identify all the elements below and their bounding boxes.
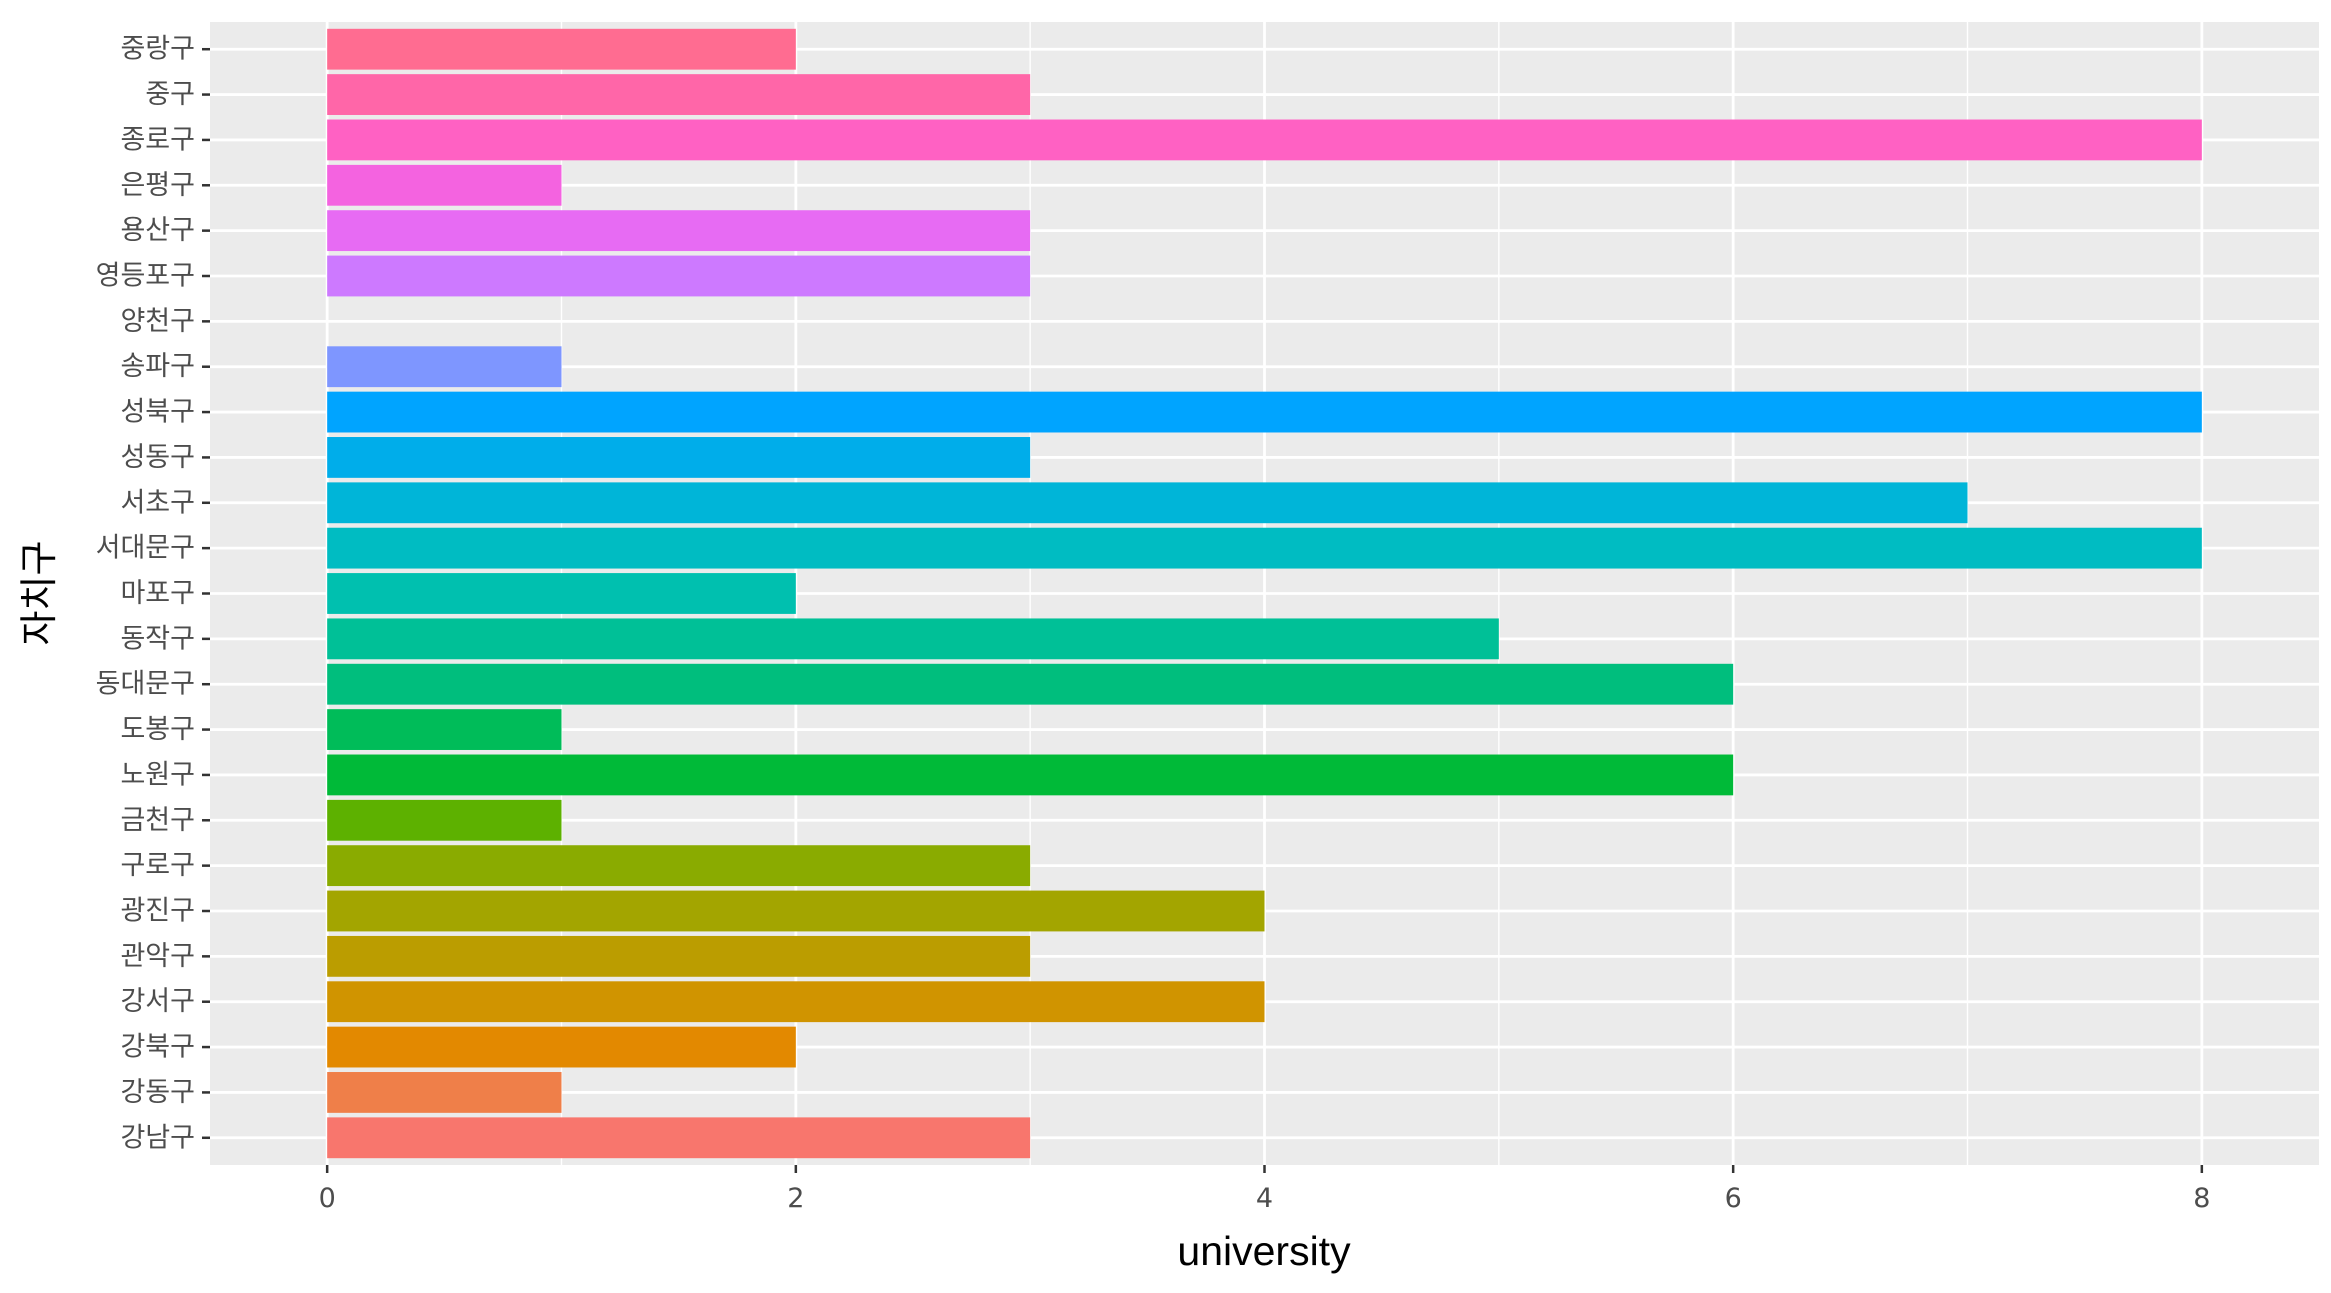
bar-성북구 [327, 391, 2202, 433]
y-tick-label: 강남구 [120, 1122, 195, 1153]
y-tick-label: 종로구 [120, 124, 195, 155]
y-tick-label: 양천구 [120, 306, 195, 337]
bar-강서구 [327, 981, 1265, 1023]
x-axis-ticks: 0 2 4 6 8 [319, 1165, 2210, 1214]
bar-동작구 [327, 618, 1499, 660]
bar-노원구 [327, 754, 1734, 796]
y-tick-label: 영등포구 [96, 261, 195, 292]
bars [327, 28, 2202, 1159]
y-tick-label: 용산구 [120, 215, 195, 246]
y-tick-label: 동대문구 [96, 669, 195, 700]
y-tick-label: 강북구 [120, 1032, 195, 1063]
bar-강동구 [327, 1072, 562, 1113]
bar-관악구 [327, 935, 1031, 977]
y-tick-label: 금천구 [120, 805, 195, 836]
y-tick-label: 광진구 [120, 896, 195, 927]
bar-금천구 [327, 799, 562, 841]
y-axis-title: 자치구 [17, 541, 61, 646]
y-tick-label: 도봉구 [120, 714, 195, 745]
y-tick-label: 중랑구 [120, 34, 195, 65]
y-tick-label: 마포구 [120, 578, 195, 609]
bar-마포구 [327, 573, 796, 614]
bar-구로구 [327, 845, 1031, 887]
bar-강북구 [327, 1026, 796, 1068]
x-axis-title: university [1177, 1228, 1351, 1274]
y-axis-ticks: 강남구 강동구 강북구 강서구 관악구 광진구 구로구 금천구 노원구 도봉구 동대문구 동작구 마포구… [96, 34, 210, 1153]
x-tick-label: 4 [1256, 1183, 1273, 1214]
y-tick-label: 서대문구 [96, 533, 195, 564]
bar-중랑구 [327, 28, 796, 70]
bar-종로구 [327, 119, 2202, 161]
bar-서대문구 [327, 527, 2202, 569]
y-tick-label: 노원구 [120, 759, 195, 790]
y-tick-label: 성북구 [120, 397, 195, 428]
y-tick-label: 은평구 [120, 170, 195, 201]
x-tick-label: 0 [319, 1183, 336, 1214]
bar-동대문구 [327, 663, 1734, 705]
x-tick-label: 8 [2193, 1183, 2210, 1214]
y-tick-label: 서초구 [120, 487, 195, 518]
bar-도봉구 [327, 709, 562, 750]
y-tick-label: 강동구 [120, 1077, 195, 1108]
y-tick-label: 구로구 [120, 850, 195, 881]
bar-강남구 [327, 1117, 1031, 1159]
bar-송파구 [327, 346, 562, 388]
x-tick-label: 2 [787, 1183, 804, 1214]
bar-용산구 [327, 210, 1031, 252]
y-tick-label: 송파구 [120, 351, 195, 382]
bar-서초구 [327, 482, 1968, 524]
bar-성동구 [327, 437, 1031, 478]
bar-중구 [327, 74, 1031, 115]
bar-은평구 [327, 164, 562, 206]
bar-광진구 [327, 890, 1265, 932]
x-tick-label: 6 [1725, 1183, 1742, 1214]
y-tick-label: 관악구 [120, 941, 195, 972]
bar-영등포구 [327, 255, 1031, 297]
y-tick-label: 강서구 [120, 986, 195, 1017]
y-tick-label: 동작구 [120, 623, 195, 654]
y-tick-label: 중구 [145, 79, 195, 110]
y-tick-label: 성동구 [120, 442, 195, 473]
